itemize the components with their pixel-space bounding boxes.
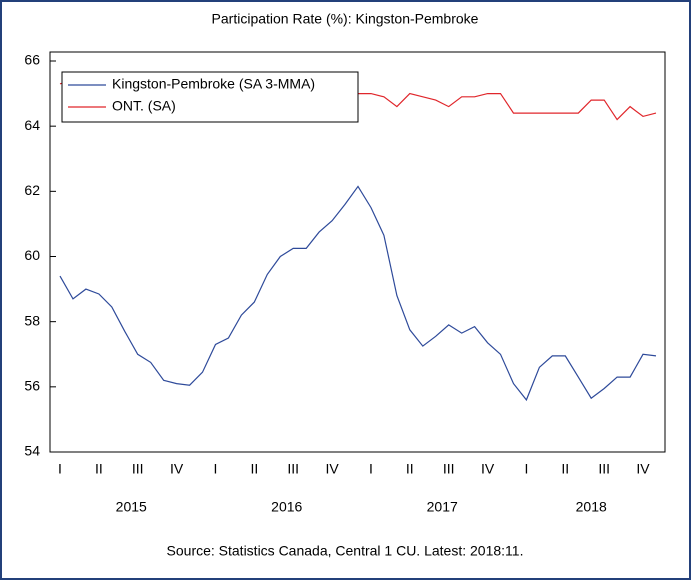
legend-box [61,71,359,123]
x-tick-label: II [95,461,103,477]
x-tick-label: III [598,461,610,477]
x-tick-label: III [287,461,299,477]
source-note: Source: Statistics Canada, Central 1 CU.… [167,543,524,559]
series-line [59,185,657,402]
chart-title: Participation Rate (%): Kingston-Pembrok… [212,11,479,27]
x-tick-label: IV [325,461,339,477]
y-tick-label: 56 [24,378,40,394]
x-tick-label: III [132,461,144,477]
x-tick-label: III [443,461,455,477]
x-tick-label: I [58,461,62,477]
year-label: 2018 [576,499,607,515]
x-tick-label: IV [170,461,184,477]
plot-area [49,51,666,453]
x-tick-label: II [406,461,414,477]
x-tick-label: II [561,461,569,477]
x-tick-label: I [369,461,373,477]
x-tick-label: IV [636,461,650,477]
x-tick-label: I [214,461,218,477]
y-tick-label: 62 [24,182,40,198]
year-label: 2015 [116,499,147,515]
legend-label: Kingston-Pembroke (SA 3-MMA) [112,76,315,92]
year-label: 2017 [427,499,458,515]
y-tick-label: 64 [24,117,40,133]
y-tick-label: 58 [24,312,40,328]
year-label: 2016 [271,499,302,515]
x-tick-label: II [250,461,258,477]
y-tick-label: 60 [24,247,40,263]
y-tick-label: 66 [24,52,40,68]
y-tick-label: 54 [24,443,40,459]
x-tick-label: I [524,461,528,477]
legend-label: ONT. (SA) [112,98,176,114]
x-tick-label: IV [481,461,495,477]
